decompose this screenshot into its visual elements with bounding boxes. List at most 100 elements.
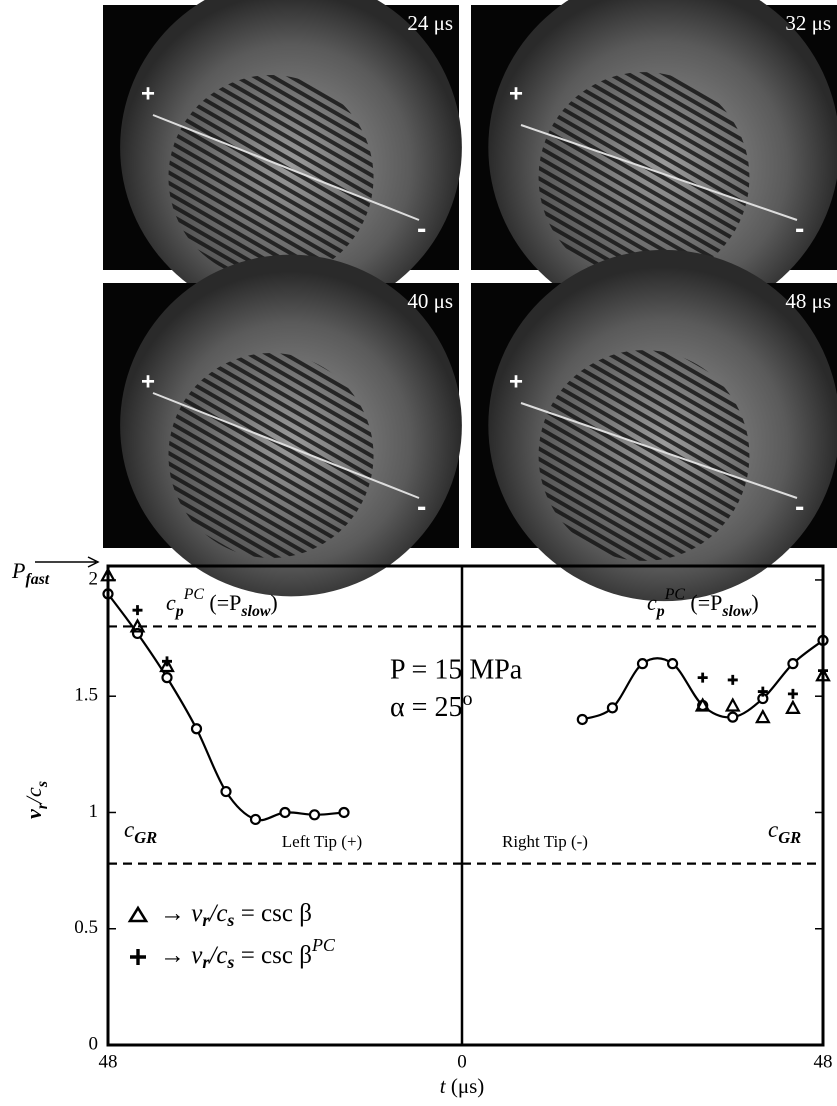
photo-fringes bbox=[168, 74, 374, 281]
point-circle bbox=[338, 806, 350, 819]
cgr-label: cGR bbox=[768, 817, 801, 847]
point-circle bbox=[787, 658, 799, 670]
point-circle bbox=[606, 702, 619, 714]
param-angle-part: α = 25 bbox=[390, 692, 462, 723]
photo-minus: - bbox=[417, 490, 426, 521]
photo-time: 24 μs bbox=[407, 11, 453, 35]
cp-label-part: p bbox=[655, 603, 665, 620]
cp-label: cpPC (=Pslow) bbox=[166, 586, 278, 620]
pfast-arrow bbox=[35, 556, 100, 568]
cp-label-part: ) bbox=[270, 590, 277, 615]
point-circle bbox=[576, 713, 588, 726]
cp-label-part: slow bbox=[721, 603, 751, 620]
photo-minus: - bbox=[795, 212, 804, 243]
cp-label-part: PC bbox=[664, 586, 686, 603]
legend-entry-part: → bbox=[160, 900, 191, 927]
cp-label-part: slow bbox=[240, 603, 270, 620]
legend-entry-part: = csc β bbox=[234, 900, 312, 927]
point-circle bbox=[190, 723, 203, 735]
photo-minus: - bbox=[795, 490, 804, 521]
point-circle bbox=[666, 658, 679, 670]
legend-marker bbox=[130, 949, 146, 965]
photo-plus: + bbox=[509, 80, 523, 107]
cp-label-part: (=P bbox=[685, 590, 722, 615]
cgr-label-part: GR bbox=[134, 828, 157, 847]
cp-label: cpPC (=Pslow) bbox=[647, 586, 759, 620]
photo-crack bbox=[520, 124, 798, 221]
y-axis-label-part: r bbox=[34, 802, 51, 809]
legend-entry: → vr/cs = csc βPC bbox=[160, 935, 336, 972]
y-axis-label-part: v bbox=[21, 809, 46, 819]
plot-frame bbox=[106, 564, 825, 1047]
legend-entry-part: /c bbox=[207, 942, 227, 969]
y-tick-label: 0 bbox=[89, 1033, 99, 1054]
legend-entry-part: s bbox=[226, 952, 234, 972]
photo-plus: + bbox=[141, 368, 155, 395]
legend-entry-part: r bbox=[202, 952, 210, 972]
point-circle bbox=[161, 672, 173, 684]
point-cross bbox=[787, 688, 798, 699]
x-tick-label: 48 bbox=[99, 1051, 118, 1072]
cgr-label-part: GR bbox=[778, 828, 801, 847]
y-tick-label: 0.5 bbox=[74, 917, 98, 938]
cgr-label-part: c bbox=[124, 817, 134, 842]
y-tick-label: 1.5 bbox=[74, 685, 98, 706]
photo-crack bbox=[520, 402, 798, 499]
point-circle bbox=[131, 627, 144, 640]
cp-label-part: c bbox=[166, 590, 176, 615]
photo-time: 48 μs bbox=[785, 289, 831, 313]
point-triangle bbox=[785, 699, 801, 714]
legend-entry-part: PC bbox=[311, 935, 336, 955]
point-triangle bbox=[754, 708, 771, 724]
legend-entry-part: r bbox=[202, 910, 210, 930]
point-circle bbox=[636, 658, 649, 670]
point-circle bbox=[279, 806, 291, 819]
legend-entry-part: v bbox=[191, 942, 203, 969]
x-tick-label: 0 bbox=[457, 1051, 467, 1072]
legend-entry-part: /c bbox=[207, 900, 227, 927]
point-circle bbox=[220, 785, 232, 798]
y-tick-label: 1 bbox=[89, 801, 99, 822]
param-angle-part: o bbox=[462, 688, 472, 710]
x-tick-label: 48 bbox=[814, 1051, 833, 1072]
cp-label-part: PC bbox=[183, 586, 205, 603]
photo-plus: + bbox=[509, 368, 523, 395]
photo-fringes bbox=[168, 352, 374, 559]
y-axis-label-part: /c bbox=[21, 787, 46, 805]
y-axis-label-part: s bbox=[34, 781, 51, 788]
photo-plus: + bbox=[141, 80, 155, 107]
point-triangle bbox=[694, 697, 711, 712]
photo-time: 32 μs bbox=[785, 11, 831, 35]
x-axis-label-part: t bbox=[440, 1074, 447, 1098]
photo-minus: - bbox=[417, 212, 426, 243]
cgr-label-part: c bbox=[768, 817, 778, 842]
legend-entry-part: v bbox=[191, 900, 203, 927]
tip-label: Left Tip (+) bbox=[282, 832, 362, 851]
photo-time: 40 μs bbox=[407, 289, 453, 313]
y-tick-label: 2 bbox=[89, 568, 99, 589]
point-circle bbox=[249, 813, 262, 826]
pfast-label-part: P bbox=[11, 558, 25, 583]
point-circle bbox=[308, 809, 321, 821]
param-angle: α = 25o bbox=[390, 688, 473, 724]
cgr-label: cGR bbox=[124, 817, 157, 847]
param-pressure: P = 15 MPa bbox=[390, 654, 523, 685]
point-triangle bbox=[129, 618, 146, 633]
photo-fringes bbox=[538, 72, 750, 283]
point-triangle bbox=[159, 657, 175, 673]
cp-label-part: ) bbox=[751, 590, 758, 615]
legend-entry-part: = csc β bbox=[234, 942, 312, 969]
y-axis-label: vr/cs bbox=[21, 781, 51, 819]
cp-label-part: (=P bbox=[204, 590, 241, 615]
point-cross bbox=[757, 686, 768, 697]
point-cross bbox=[132, 605, 143, 616]
point-cross bbox=[697, 672, 708, 683]
point-circle bbox=[727, 711, 739, 723]
pfast-label: Pfast bbox=[11, 558, 50, 588]
pfast-label-part: fast bbox=[25, 571, 49, 588]
x-axis-label: t (μs) bbox=[440, 1074, 485, 1098]
legend-entry: → vr/cs = csc β bbox=[160, 900, 312, 930]
legend-marker bbox=[127, 905, 149, 923]
